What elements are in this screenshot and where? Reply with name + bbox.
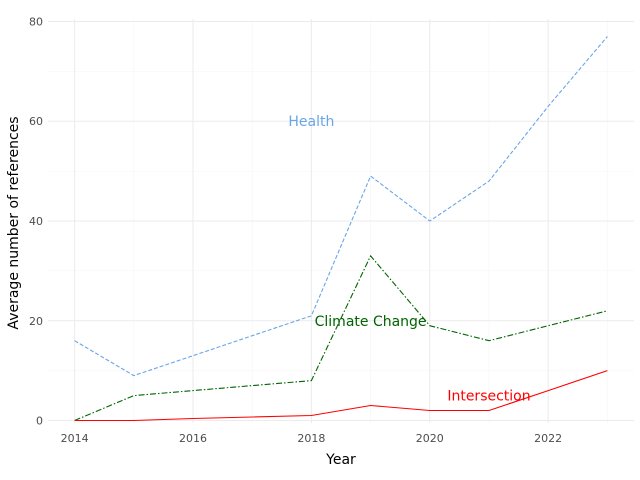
y-tick-label: 0 bbox=[36, 415, 43, 428]
series-label-intersection: Intersection bbox=[447, 389, 530, 405]
major-gridlines bbox=[48, 19, 634, 423]
y-tick-label: 20 bbox=[29, 315, 43, 328]
series-line-health bbox=[74, 36, 608, 377]
x-tick-label: 2020 bbox=[416, 432, 444, 445]
x-tick-label: 2018 bbox=[297, 432, 325, 445]
series-label-health: Health bbox=[288, 114, 334, 130]
series-labels: Health Climate Change Intersection bbox=[288, 114, 530, 404]
x-axis-title: Year bbox=[325, 452, 356, 468]
x-tick-label: 2016 bbox=[179, 432, 207, 445]
y-tick-label: 60 bbox=[29, 115, 43, 128]
y-tick-label: 40 bbox=[29, 215, 43, 228]
series-line-intersection bbox=[74, 370, 608, 422]
y-tick-label: 80 bbox=[29, 15, 43, 28]
x-tick-label: 2022 bbox=[534, 432, 562, 445]
series-lines bbox=[74, 36, 608, 422]
x-tick-labels: 2014 2016 2018 2020 2022 bbox=[61, 432, 563, 445]
series-label-climate-change: Climate Change bbox=[315, 314, 427, 330]
x-tick-label: 2014 bbox=[61, 432, 89, 445]
series-line-climate-change bbox=[74, 254, 608, 422]
y-axis-title: Average number of references bbox=[6, 116, 22, 329]
y-tick-labels: 0 20 40 60 80 bbox=[29, 15, 43, 427]
